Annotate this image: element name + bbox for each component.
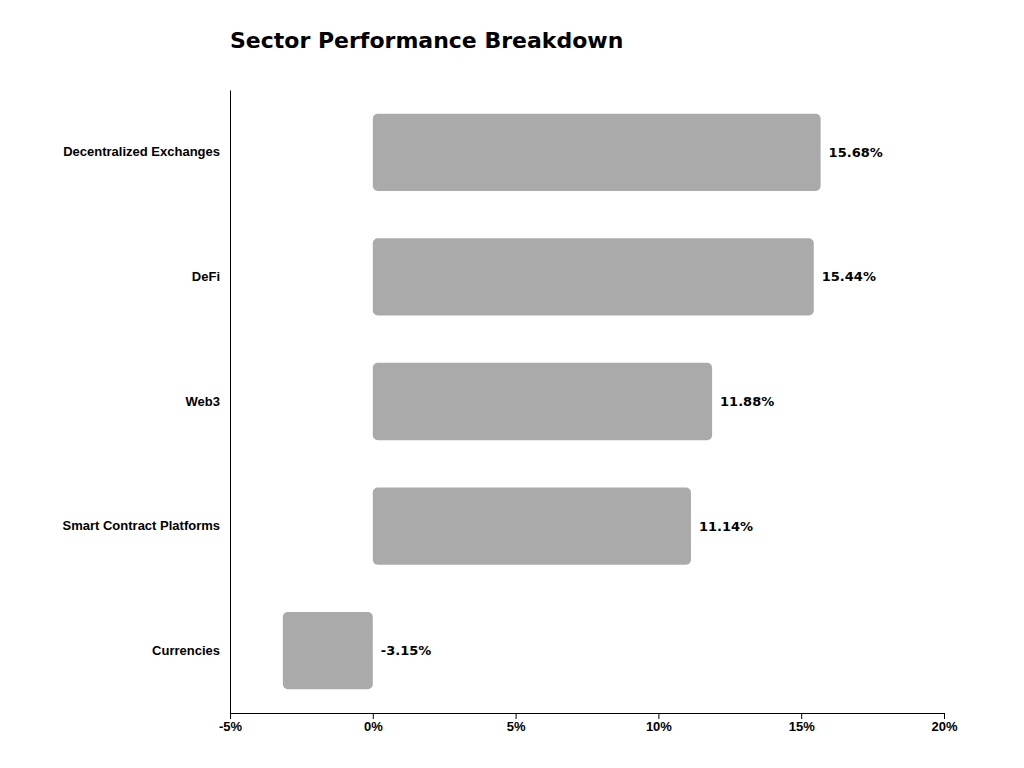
x-tick-mark xyxy=(373,713,374,719)
plot: -5%0%5%10%15%20%Decentralized ExchangesD… xyxy=(63,91,958,735)
x-tick-mark xyxy=(230,713,231,719)
y-axis: Decentralized Exchanges DeFi Web3 Smart Con… xyxy=(63,91,231,714)
bar xyxy=(373,363,712,440)
bar xyxy=(373,238,814,315)
x-tick: 0% xyxy=(364,713,383,734)
data-label: 11.88% xyxy=(720,394,774,409)
data-label: 11.14% xyxy=(699,519,753,534)
x-tick-mark xyxy=(801,713,802,719)
chart-container: Sector Performance Breakdown -5% 0% 5% 10% 15… xyxy=(0,0,1024,768)
x-tick: -5% xyxy=(219,713,243,734)
x-tick: 15% xyxy=(789,713,815,734)
y-tick-label: Web3 xyxy=(186,394,220,409)
title: Sector Performance Breakdown xyxy=(230,28,623,53)
x-tick-mark xyxy=(658,713,659,719)
data-label: 15.68% xyxy=(829,145,883,160)
data-labels: 15.68% 15.44% 11.88% 11.14% -3.15% xyxy=(381,145,883,658)
x-tick-label: -5% xyxy=(219,719,243,734)
x-tick-mark xyxy=(516,713,517,719)
chart-svg: Sector Performance Breakdown -5% 0% 5% 10% 15… xyxy=(0,0,1024,768)
x-tick-label: 5% xyxy=(507,719,526,734)
y-tick: Smart Contract Platforms xyxy=(63,518,220,533)
bar xyxy=(373,114,821,191)
y-tick: DeFi xyxy=(192,269,220,284)
bar xyxy=(373,487,691,564)
y-tick-label: Currencies xyxy=(152,643,220,658)
y-tick: Currencies xyxy=(152,643,220,658)
data-label: -3.15% xyxy=(381,643,432,658)
y-axis-line xyxy=(230,91,231,714)
x-tick: 20% xyxy=(931,713,957,734)
x-tick: 10% xyxy=(646,713,672,734)
x-tick-mark xyxy=(944,713,945,719)
y-tick-label: Decentralized Exchanges xyxy=(63,144,220,159)
bars xyxy=(283,114,821,690)
data-label: 15.44% xyxy=(822,269,876,284)
y-tick-label: Smart Contract Platforms xyxy=(63,518,220,533)
x-tick-label: 20% xyxy=(931,719,957,734)
y-tick: Decentralized Exchanges xyxy=(63,144,220,159)
x-axis-line xyxy=(231,714,945,720)
x-tick: 5% xyxy=(507,713,526,734)
y-tick-label: DeFi xyxy=(192,269,220,284)
y-tick: Web3 xyxy=(186,394,220,409)
x-tick-label: 15% xyxy=(789,719,815,734)
x-tick-label: 10% xyxy=(646,719,672,734)
bar xyxy=(283,612,373,689)
x-tick-label: 0% xyxy=(364,719,383,734)
x-axis: -5% 0% 5% 10% 15% 20% xyxy=(219,713,958,734)
